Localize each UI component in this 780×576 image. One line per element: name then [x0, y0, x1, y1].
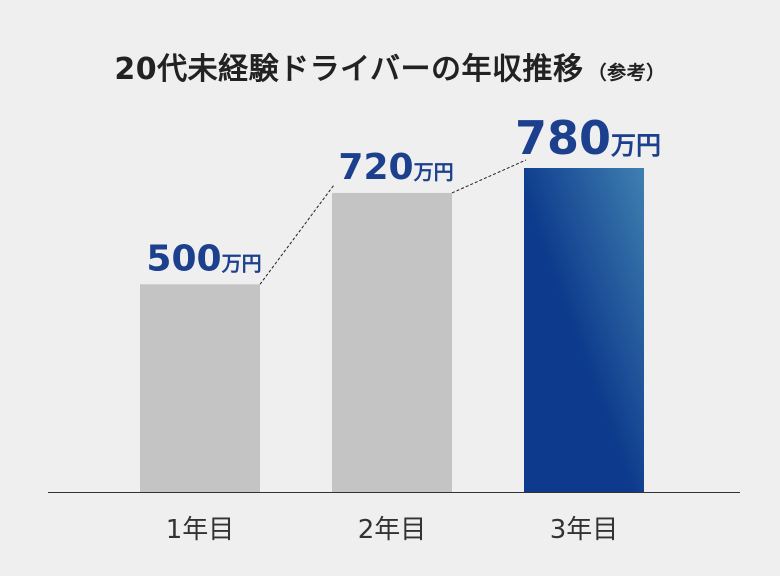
chart-title-text: 20代未経験ドライバーの年収推移 [114, 52, 584, 87]
bar-3年目 [524, 168, 644, 492]
value-number: 500 [146, 238, 221, 279]
value-label: 780万円 [515, 111, 661, 165]
x-tick-label: 1年目 [166, 515, 235, 545]
value-unit: 万円 [221, 251, 262, 275]
chart-subtitle: （参考） [587, 62, 666, 84]
bar-1年目 [140, 284, 260, 492]
bar-2年目 [332, 192, 452, 492]
value-number: 780 [515, 111, 611, 165]
value-unit: 万円 [611, 131, 661, 160]
value-unit: 万円 [413, 160, 454, 184]
x-tick-label: 2年目 [358, 515, 427, 545]
value-label: 500万円 [146, 238, 261, 279]
value-number: 720 [338, 147, 413, 188]
connector-line [259, 184, 335, 285]
chart-title: 20代未経験ドライバーの年収推移 （参考） [0, 44, 780, 88]
x-tick-label: 3年目 [550, 515, 619, 545]
connector-line [451, 159, 527, 194]
value-label: 720万円 [338, 147, 453, 188]
